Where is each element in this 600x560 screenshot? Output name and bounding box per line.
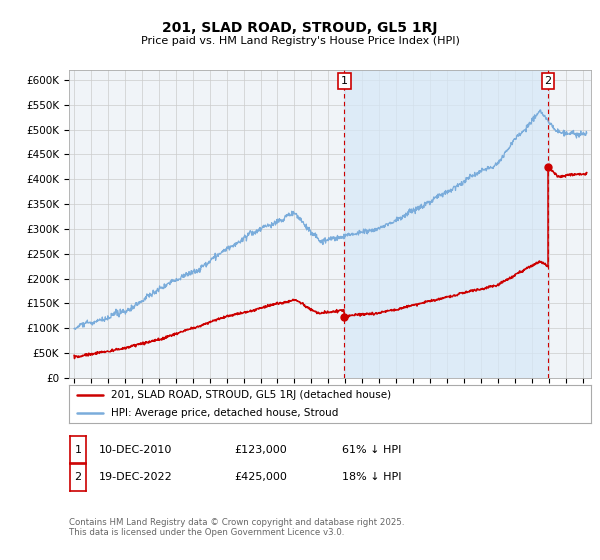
- Text: £425,000: £425,000: [234, 472, 287, 482]
- Text: 1: 1: [74, 445, 82, 455]
- Text: 2: 2: [74, 472, 82, 482]
- Text: 1: 1: [341, 76, 348, 86]
- Text: 61% ↓ HPI: 61% ↓ HPI: [342, 445, 401, 455]
- Text: 201, SLAD ROAD, STROUD, GL5 1RJ: 201, SLAD ROAD, STROUD, GL5 1RJ: [162, 21, 438, 35]
- Text: 10-DEC-2010: 10-DEC-2010: [99, 445, 172, 455]
- Text: 201, SLAD ROAD, STROUD, GL5 1RJ (detached house): 201, SLAD ROAD, STROUD, GL5 1RJ (detache…: [111, 390, 391, 400]
- Text: Price paid vs. HM Land Registry's House Price Index (HPI): Price paid vs. HM Land Registry's House …: [140, 36, 460, 46]
- Text: £123,000: £123,000: [234, 445, 287, 455]
- Text: HPI: Average price, detached house, Stroud: HPI: Average price, detached house, Stro…: [111, 408, 338, 418]
- Text: Contains HM Land Registry data © Crown copyright and database right 2025.
This d: Contains HM Land Registry data © Crown c…: [69, 518, 404, 538]
- Text: 19-DEC-2022: 19-DEC-2022: [99, 472, 173, 482]
- Text: 18% ↓ HPI: 18% ↓ HPI: [342, 472, 401, 482]
- Bar: [344, 70, 548, 378]
- Text: 2: 2: [545, 76, 551, 86]
